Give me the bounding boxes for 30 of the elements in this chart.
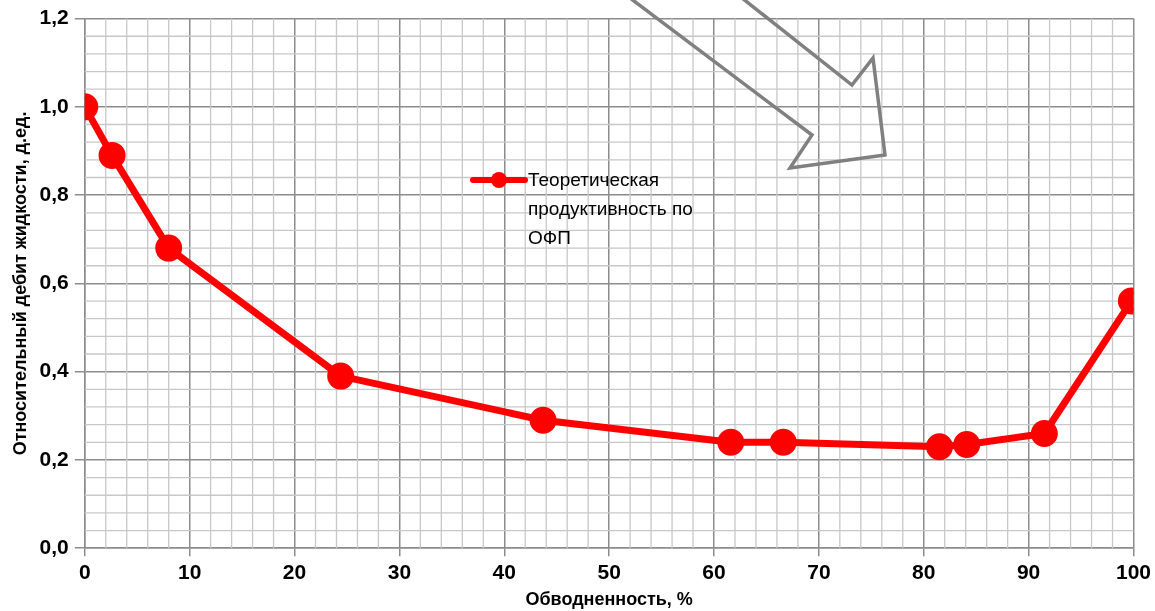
point — [155, 234, 183, 262]
y-tick-label: 1,2 — [39, 5, 69, 29]
legend-label: Теоретическая продуктивность по ОФП — [528, 168, 694, 250]
x-tick-label: 40 — [492, 559, 516, 583]
x-tick-label: 100 — [1115, 559, 1151, 583]
y-tick-label: 0,6 — [39, 270, 69, 294]
x-tick-label: 90 — [1016, 559, 1041, 583]
y-tick-label: 1,0 — [39, 93, 69, 117]
x-tick-label: 60 — [702, 559, 726, 583]
x-tick-label: 0 — [78, 559, 91, 583]
point — [327, 362, 355, 390]
y-tick-label: 0,2 — [39, 446, 69, 470]
point — [1030, 419, 1058, 447]
x-tick-label: 70 — [807, 559, 831, 583]
point — [925, 433, 953, 461]
x-tick-label: 30 — [387, 559, 412, 583]
point — [769, 428, 797, 456]
x-tick-label: 20 — [282, 559, 307, 583]
x-tick-label: 50 — [597, 559, 621, 583]
x-tick-label: 10 — [177, 559, 202, 583]
point — [953, 430, 981, 458]
y-tick-label: 0,8 — [39, 181, 70, 205]
point — [98, 141, 126, 169]
y-tick-label: 0,4 — [39, 358, 70, 382]
y-axis-title: Относительный дебит жидкости, д.ед. — [9, 111, 30, 456]
point — [529, 406, 557, 434]
x-tick-label: 80 — [912, 559, 936, 583]
y-tick-label: 0,0 — [39, 535, 69, 558]
point — [717, 428, 745, 456]
x-axis-title: Обводненность, % — [525, 589, 693, 610]
